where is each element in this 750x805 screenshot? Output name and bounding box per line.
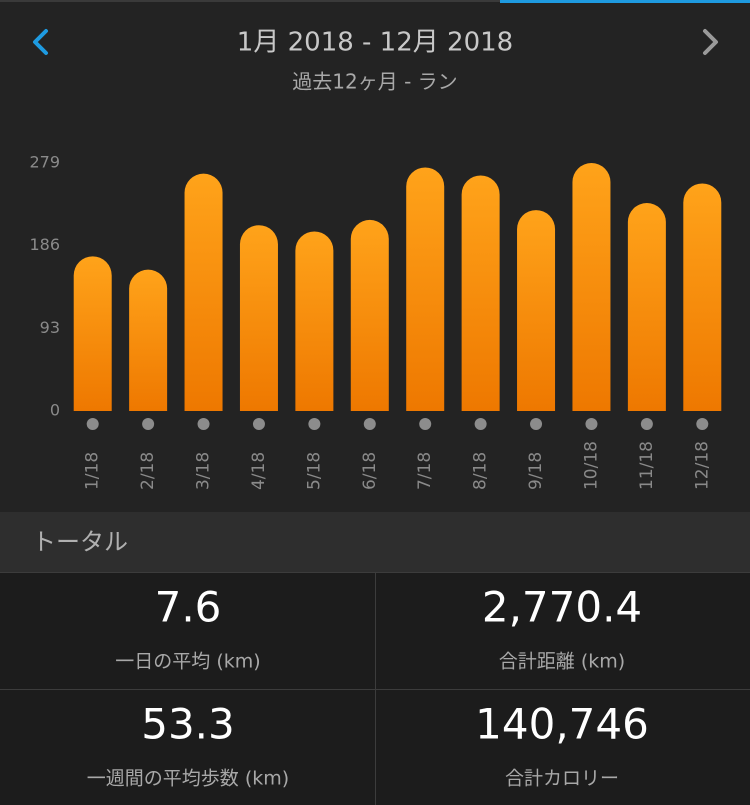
x-tick-label: 8/18: [471, 452, 491, 490]
stat-value: 7.6: [155, 583, 222, 632]
point-dot: [585, 418, 598, 430]
bar: [517, 210, 556, 411]
stat-value: 140,746: [475, 700, 649, 749]
x-tick-label: 6/18: [360, 452, 380, 490]
stat-label: 一週間の平均歩数 (km): [87, 768, 289, 790]
tab-indicator: [500, 0, 750, 3]
x-tick-label: 3/18: [194, 452, 214, 490]
x-tick-label: 2/18: [138, 452, 158, 490]
point-dot: [363, 418, 376, 430]
point-dot: [197, 418, 210, 430]
bar: [406, 167, 445, 411]
stats: 7.6 一日の平均 (km) 2,770.4 合計距離 (km) 53.3 一週間の平均歩…: [87, 583, 649, 790]
bar: [73, 256, 112, 411]
bar: [461, 175, 500, 411]
bar: [239, 225, 278, 411]
stat-label: 一日の平均 (km): [115, 651, 260, 673]
section-header: [0, 512, 750, 572]
y-tick-label: 93: [40, 318, 60, 337]
x-tick-label: 10/18: [581, 441, 601, 490]
x-tick-label: 4/18: [249, 452, 269, 490]
next-button[interactable]: [703, 29, 718, 55]
bar: [683, 183, 722, 411]
point-dot: [142, 418, 155, 430]
y-tick-label: 186: [29, 235, 60, 254]
point-dot: [474, 418, 487, 430]
date-range: 1月 2018 - 12月 2018: [237, 28, 513, 58]
chart: 0 93 186 279 1/18 2/18 3/18 4/18 5/18 6/18 7/18 8/1…: [29, 153, 722, 490]
point-dot: [252, 418, 265, 430]
y-tick-label: 0: [50, 401, 60, 420]
x-tick-label: 7/18: [415, 452, 435, 490]
stat-label: 合計距離 (km): [499, 651, 625, 673]
x-tick-label: 11/18: [637, 441, 657, 490]
point-dot: [419, 418, 432, 430]
bar: [184, 173, 223, 411]
bar: [129, 269, 168, 411]
x-tick-label: 1/18: [83, 452, 103, 490]
bar: [627, 203, 666, 411]
x-tick-label: 12/18: [692, 441, 712, 490]
stat-label: 合計カロリー: [505, 768, 619, 790]
point-dot: [86, 418, 99, 430]
bar: [295, 231, 334, 411]
point-dot: [696, 418, 709, 430]
x-tick-label: 9/18: [526, 452, 546, 490]
tab-indicator-track: [0, 0, 500, 2]
bar: [350, 219, 389, 411]
point-dot: [308, 418, 321, 430]
point-dot: [530, 418, 543, 430]
stat-value: 53.3: [141, 700, 235, 749]
point-dot: [640, 418, 653, 430]
x-tick-label: 5/18: [304, 452, 324, 490]
y-tick-label: 279: [29, 153, 60, 172]
bar: [572, 163, 611, 411]
section-title: トータル: [32, 528, 128, 556]
back-button[interactable]: [33, 29, 48, 55]
subtitle: 過去12ヶ月 - ラン: [292, 70, 457, 94]
stat-value: 2,770.4: [482, 583, 642, 632]
